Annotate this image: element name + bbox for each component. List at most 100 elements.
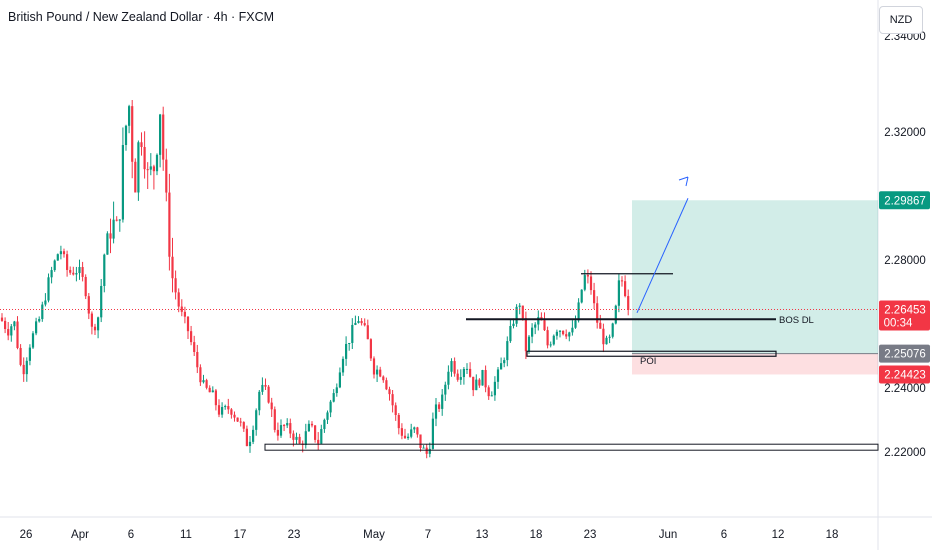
- candle-body: [456, 373, 459, 380]
- candle-body: [546, 330, 549, 346]
- candle-body: [469, 368, 472, 377]
- candle-body: [487, 387, 490, 397]
- candle-body: [589, 276, 593, 291]
- badge-bg: [879, 300, 930, 331]
- candle-body: [400, 428, 403, 436]
- candle-body: [35, 321, 38, 334]
- candle-body: [143, 147, 146, 170]
- candle-body: [292, 433, 295, 440]
- x-tick-label: 7: [425, 529, 431, 541]
- candle-body: [149, 166, 152, 170]
- candle-body: [422, 447, 425, 449]
- candle-body: [97, 317, 100, 331]
- candle-body: [202, 380, 205, 383]
- candle-body: [341, 358, 345, 373]
- candle-body: [608, 336, 611, 338]
- candle-body: [131, 106, 134, 162]
- poi-label: POI: [640, 356, 656, 367]
- poi-zone: [526, 350, 777, 357]
- candle-body: [385, 380, 388, 390]
- candle-body: [416, 427, 419, 435]
- candle-body: [124, 125, 128, 145]
- candle-body: [93, 326, 97, 331]
- candle-body: [506, 341, 509, 361]
- candle-body: [165, 159, 168, 193]
- currency-selector[interactable]: NZD: [879, 6, 923, 34]
- x-tick-label: 6: [721, 529, 727, 541]
- candle-body: [376, 369, 379, 375]
- candle-body: [475, 379, 478, 391]
- candle-body: [459, 377, 462, 380]
- candle-body: [103, 254, 106, 286]
- entry-price-badge: 2.25076: [879, 344, 930, 363]
- badge-bg: [879, 344, 930, 363]
- candle-body: [329, 401, 332, 413]
- candle-body: [7, 329, 10, 336]
- candle-body: [314, 425, 317, 440]
- candle-body: [509, 326, 512, 342]
- candle-body: [599, 322, 602, 329]
- candle-body: [614, 305, 617, 324]
- candle-body: [537, 317, 540, 325]
- candle-body: [38, 319, 41, 322]
- candle-body: [317, 439, 320, 444]
- x-tick-label: 23: [288, 529, 301, 541]
- candle-body: [549, 344, 552, 346]
- candle-body: [521, 305, 524, 319]
- candle-body: [50, 270, 53, 278]
- y-tick-label: 2.32000: [884, 127, 926, 139]
- candle-body: [140, 142, 143, 148]
- candle-body: [388, 389, 391, 395]
- candle-body: [503, 360, 506, 364]
- candle-body: [500, 363, 503, 370]
- candle-body: [267, 386, 270, 403]
- candle-body: [78, 267, 81, 274]
- candle-body: [496, 369, 500, 382]
- candle-body: [72, 272, 75, 275]
- candle-body: [524, 318, 527, 352]
- candle-body: [307, 423, 310, 432]
- candle-body: [410, 429, 413, 437]
- candle-body: [304, 431, 307, 446]
- x-tick-label: Apr: [71, 529, 89, 541]
- candle-body: [490, 395, 493, 397]
- candle-body: [583, 275, 586, 290]
- arrow-head-icon: [678, 176, 689, 187]
- candle-body: [168, 192, 171, 257]
- candle-body: [465, 368, 469, 370]
- candle-body: [100, 285, 103, 318]
- candle-body: [134, 161, 137, 193]
- candle-body: [462, 368, 465, 378]
- candle-body: [478, 379, 481, 386]
- x-tick-label: May: [363, 529, 385, 541]
- x-tick-label: 12: [772, 529, 785, 541]
- y-tick-label: 2.34000: [884, 31, 926, 43]
- candle-body: [527, 336, 531, 352]
- candle-body: [242, 422, 245, 429]
- candle-body: [152, 166, 155, 172]
- candle-body: [221, 407, 224, 415]
- candle-body: [171, 256, 174, 279]
- candle-body: [369, 339, 372, 359]
- candle-body: [444, 384, 447, 395]
- candle-body: [25, 360, 28, 375]
- candle-body: [326, 412, 329, 420]
- candle-body: [87, 296, 90, 314]
- candle-body: [252, 429, 255, 442]
- candle-body: [183, 311, 186, 317]
- candle-body: [450, 361, 453, 372]
- candle-body: [248, 441, 252, 447]
- candle-body: [199, 367, 202, 383]
- badge-value: 2.24423: [884, 369, 926, 381]
- candle-body: [205, 380, 208, 388]
- candle-body: [568, 332, 571, 337]
- candle-body: [357, 321, 360, 323]
- candle-body: [447, 371, 450, 385]
- candle-body: [279, 425, 283, 436]
- candle-body: [481, 370, 484, 386]
- candle-body: [214, 390, 217, 406]
- candle-body: [276, 429, 279, 436]
- x-tick-label: 13: [476, 529, 489, 541]
